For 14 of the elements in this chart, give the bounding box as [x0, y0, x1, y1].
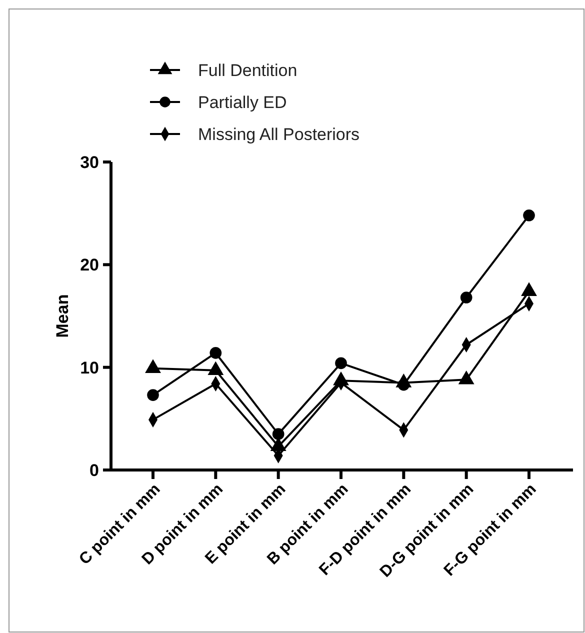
point — [523, 209, 535, 222]
point — [335, 357, 347, 370]
point — [460, 292, 472, 304]
y-tick-label: 30 — [80, 152, 99, 172]
point — [210, 347, 222, 359]
y-tick-label: 20 — [80, 256, 99, 275]
legend-label: Full Dentition — [198, 60, 298, 80]
y-axis-title: Mean — [53, 294, 72, 338]
legend-label: Missing All Posteriors — [198, 124, 360, 144]
legend-label: Partially ED — [198, 92, 287, 112]
y-tick-label: 0 — [90, 460, 99, 480]
y-tick-label: 10 — [80, 358, 99, 378]
point — [147, 389, 159, 401]
point — [272, 428, 284, 440]
